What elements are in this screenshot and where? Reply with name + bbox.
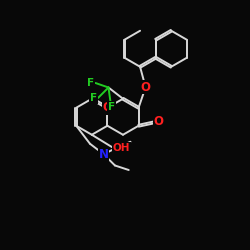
Text: N: N <box>99 148 109 161</box>
Text: O: O <box>102 101 113 114</box>
Text: F: F <box>108 102 115 112</box>
Text: O: O <box>154 115 164 128</box>
Text: OH: OH <box>112 143 130 153</box>
Text: O: O <box>140 81 150 94</box>
Text: F: F <box>88 78 94 88</box>
Text: F: F <box>90 93 97 103</box>
